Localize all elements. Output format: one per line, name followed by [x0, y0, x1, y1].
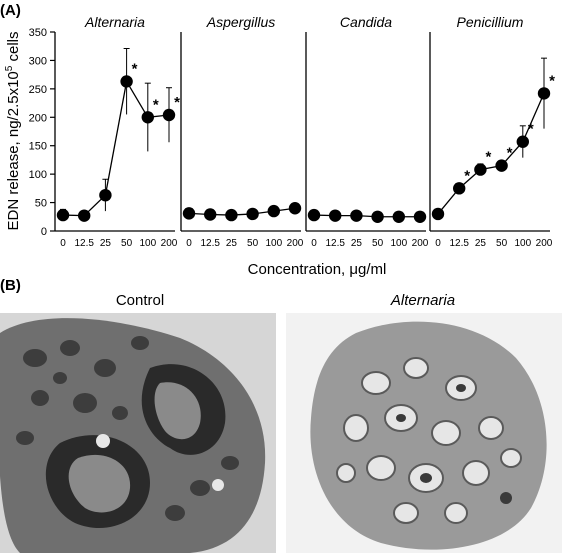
y-tick-label: 200 — [29, 112, 47, 124]
x-tick-label: 50 — [121, 238, 133, 249]
y-axis-label: EDN release, ng/2.5x105 cells — [4, 31, 22, 230]
data-point — [307, 208, 321, 222]
x-tick-label: 25 — [100, 238, 112, 249]
x-tick-label: 200 — [412, 238, 429, 249]
significance-marker: * — [528, 121, 534, 138]
significance-marker: * — [132, 60, 138, 77]
x-tick-label: 12.5 — [74, 238, 94, 249]
data-point — [99, 188, 112, 202]
data-point — [371, 210, 384, 223]
significance-marker: * — [507, 145, 513, 162]
x-tick-label: 200 — [536, 238, 553, 249]
y-tick-label: 100 — [29, 169, 47, 181]
data-point — [141, 111, 154, 124]
x-tick-label: 100 — [514, 238, 531, 249]
x-tick-label: 12.5 — [325, 238, 345, 249]
y-tick-label: 150 — [29, 141, 47, 153]
y-tick-label: 250 — [29, 84, 47, 96]
data-point — [537, 87, 551, 100]
data-point — [288, 202, 302, 215]
data-point — [453, 182, 466, 195]
control-cell-image — [0, 318, 266, 553]
data-point — [267, 204, 280, 218]
panel-title: Alternaria — [84, 14, 145, 30]
significance-marker: * — [464, 167, 470, 184]
y-tick-label: 50 — [35, 198, 47, 210]
panel-title: Aspergillus — [206, 14, 275, 30]
panel-a-label: (A) — [0, 2, 21, 19]
x-tick-label: 0 — [186, 238, 192, 249]
data-point — [120, 75, 133, 88]
data-point — [182, 207, 196, 220]
data-point — [56, 208, 70, 222]
panel-title: Penicillium — [457, 14, 524, 30]
y-tick-label: 0 — [41, 226, 47, 238]
data-point — [246, 207, 259, 221]
significance-marker: * — [549, 72, 555, 89]
data-point — [162, 108, 176, 122]
significance-marker: * — [153, 96, 159, 113]
alternaria-label: Alternaria — [390, 292, 456, 309]
data-point — [225, 208, 238, 222]
x-tick-label: 100 — [139, 238, 156, 249]
x-tick-label: 0 — [435, 238, 441, 249]
y-tick-label: 350 — [29, 27, 47, 39]
x-tick-label: 12.5 — [449, 238, 469, 249]
control-label: Control — [115, 292, 165, 309]
x-tick-label: 50 — [247, 238, 259, 249]
data-point — [413, 210, 427, 223]
x-axis-label: Concentration, μg/ml — [248, 261, 387, 278]
alternaria-cell-image — [310, 321, 547, 550]
x-tick-label: 50 — [496, 238, 508, 249]
data-point — [392, 210, 405, 223]
x-tick-label: 100 — [390, 238, 407, 249]
data-point — [329, 209, 342, 222]
control-micrograph — [0, 313, 276, 553]
x-tick-label: 25 — [475, 238, 487, 249]
x-tick-label: 25 — [351, 238, 363, 249]
data-point — [78, 209, 91, 222]
x-tick-label: 25 — [226, 238, 238, 249]
x-tick-label: 200 — [287, 238, 304, 249]
x-tick-label: 100 — [265, 238, 282, 249]
y-tick-label: 300 — [29, 55, 47, 67]
data-point — [431, 207, 445, 221]
x-tick-label: 50 — [372, 238, 384, 249]
alternaria-micrograph — [286, 313, 562, 553]
significance-marker: * — [174, 94, 180, 111]
data-point — [350, 209, 363, 222]
panel-title: Candida — [340, 14, 392, 30]
data-point — [474, 163, 487, 176]
x-tick-label: 0 — [60, 238, 66, 249]
x-tick-label: 12.5 — [200, 238, 220, 249]
data-point — [204, 208, 217, 221]
x-tick-label: 0 — [311, 238, 317, 249]
data-point — [516, 135, 529, 148]
data-point — [495, 159, 508, 172]
x-tick-label: 200 — [161, 238, 178, 249]
significance-marker: * — [485, 149, 491, 166]
panel-b-label: (B) — [0, 277, 21, 294]
